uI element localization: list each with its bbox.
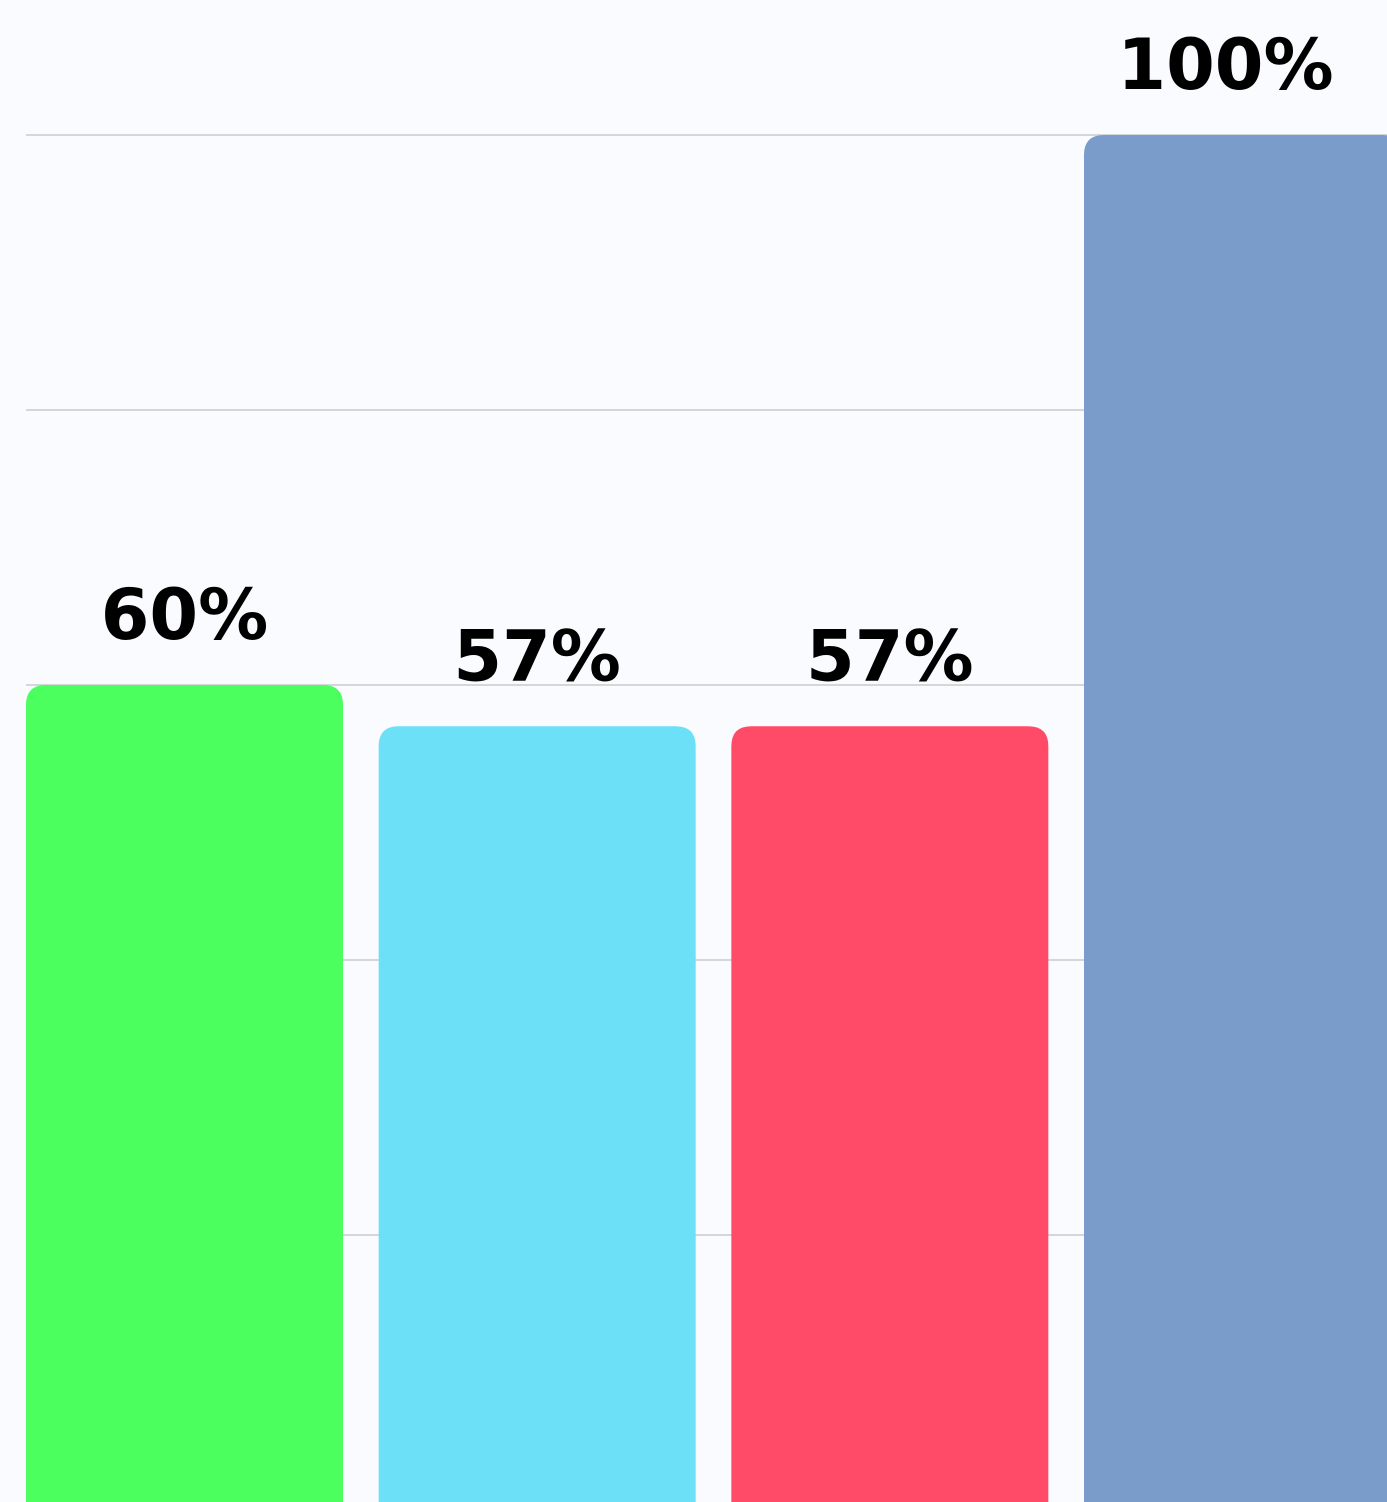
value-label: 57% (806, 615, 974, 697)
value-label: 100% (1117, 24, 1333, 106)
bar (26, 685, 343, 1502)
bar (1084, 135, 1387, 1502)
value-label: 57% (453, 615, 621, 697)
value-label: 60% (101, 574, 269, 656)
bar (731, 726, 1049, 1502)
bar (378, 726, 696, 1502)
